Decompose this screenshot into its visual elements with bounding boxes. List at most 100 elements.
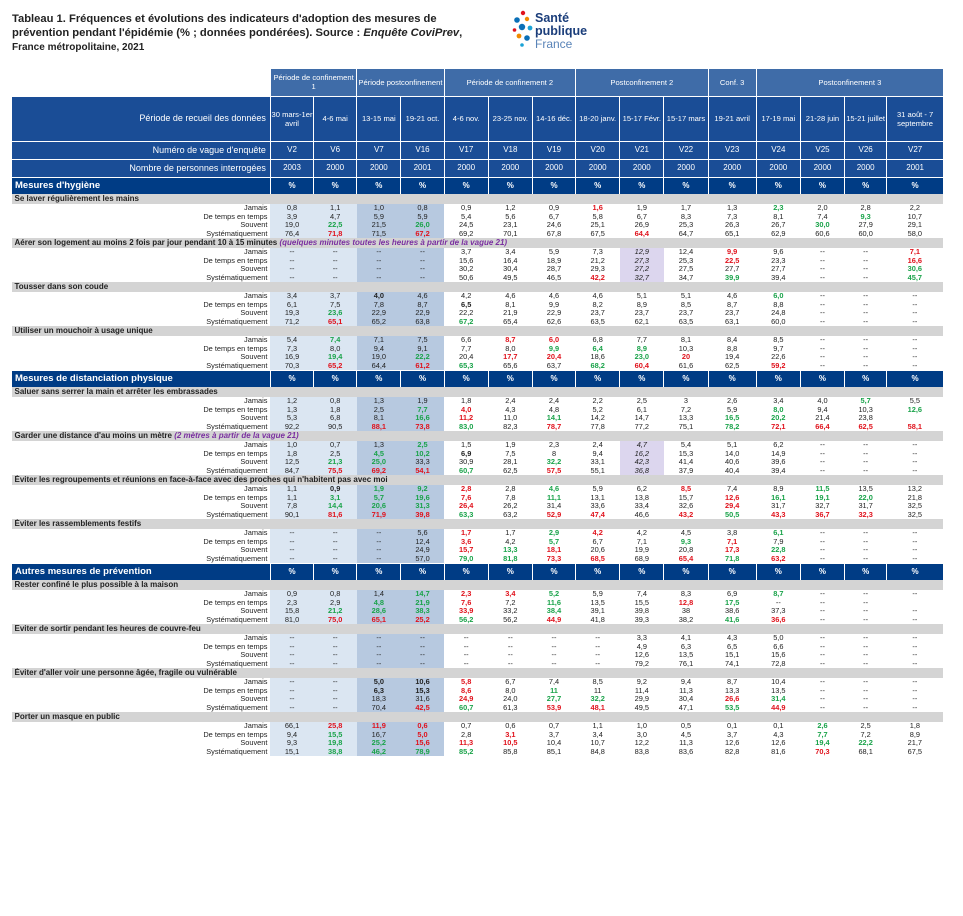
percent-cell: % (663, 369, 709, 387)
value-cell: -- (863, 441, 869, 450)
value-cell: 14,2 (590, 414, 605, 423)
data-row: De temps en temps -- -- -- -- -- -- -- -- 4,9 6,3 6… (12, 642, 944, 651)
value-cell: -- (820, 256, 825, 265)
percent-cell: % (844, 369, 887, 387)
value-cell: 23,7 (678, 309, 694, 318)
value-cell: -- (313, 546, 357, 555)
value-cell: 2,9 (548, 529, 560, 538)
value-cell: 60,7 (458, 466, 474, 475)
value-cell: 27,2 (619, 265, 664, 274)
value-cell: -- (820, 309, 825, 318)
value-cell: 7,6 (461, 598, 472, 607)
value-cell: 2,8 (461, 485, 472, 494)
data-row: Systématiquement 70,3 65,2 64,4 61,2 65,3 65,6… (12, 361, 944, 370)
value-cell: 65,1 (356, 615, 401, 624)
value-cell: 5,9 (592, 590, 603, 599)
value-cell: 8,0 (773, 405, 784, 414)
value-cell: 5,3 (270, 414, 314, 423)
value-cell: -- (912, 300, 918, 309)
value-cell: 9,4 (817, 405, 828, 414)
value-cell: 39,4 (771, 273, 786, 282)
value-cell: 85,2 (458, 747, 474, 756)
percent-cell: % (799, 369, 845, 387)
value-cell: 75,5 (313, 466, 357, 475)
value-cell: 53,9 (546, 703, 562, 712)
value-cell: 1,7 (505, 529, 516, 538)
value-cell: 27,3 (619, 256, 664, 265)
value-cell: 19,4 (815, 739, 830, 748)
value-cell: 7,3 (592, 248, 603, 257)
value-cell: 38,3 (400, 607, 445, 616)
value-cell: -- (820, 336, 825, 345)
value-cell: 19,1 (815, 493, 830, 502)
value-cell: 2,3 (773, 204, 784, 213)
indicator-title: Eviter de sortir pendant les heures de c… (11, 624, 943, 634)
value-cell: 9,9 (727, 248, 738, 257)
count-cell: 2000 (619, 158, 664, 177)
value-cell: 7,1 (727, 537, 738, 546)
value-cell: 32,7 (815, 502, 830, 511)
wave-cell: V24 (755, 140, 801, 159)
value-cell: 37,9 (678, 466, 694, 475)
count-cell: 2000 (443, 158, 489, 177)
value-cell: 5,9 (548, 248, 560, 257)
indicator-header-row: Rester confiné le plus possible à la mai… (11, 580, 943, 590)
value-cell: 4,5 (680, 529, 692, 538)
value-cell: 81,8 (503, 554, 518, 563)
value-cell: 1,0 (636, 722, 647, 731)
value-cell: 4,3 (505, 405, 516, 414)
data-row: Jamais -- -- -- -- 3,7 3,4 5,9 7,3 12,9 12,4 9,9 9,6… (12, 248, 944, 257)
value-cell: 60,4 (634, 361, 650, 370)
value-cell: 22,5 (313, 221, 357, 230)
value-cell: 7,8 (505, 493, 516, 502)
value-cell: -- (595, 659, 601, 668)
value-cell: 23,7 (590, 309, 605, 318)
indicator-label: Éviter les regroupements et réunions en … (14, 475, 388, 484)
value-cell: -- (400, 265, 445, 274)
value-cell: -- (595, 634, 601, 643)
value-cell: 30,9 (458, 458, 474, 467)
data-row: De temps en temps 3,9 4,7 5,9 5,9 5,4 5,6 6,7 5,… (12, 212, 944, 221)
value-cell: 2,4 (592, 441, 603, 450)
value-cell: -- (820, 634, 825, 643)
indicator-title: Saluer sans serrer la main et arrêter le… (11, 387, 943, 397)
data-row: Jamais 1,0 0,7 1,3 2,5 1,5 1,9 2,3 2,4 4,7 5,4 5,1 6… (12, 441, 944, 450)
value-cell: 26,2 (503, 502, 518, 511)
value-cell: -- (863, 615, 869, 624)
value-cell: 4,2 (505, 537, 516, 546)
value-cell: 11,2 (459, 414, 474, 423)
value-cell: 19,6 (400, 493, 445, 502)
value-cell: 77,8 (590, 422, 605, 431)
value-cell: 5,7 (548, 537, 560, 546)
data-row: Souvent -- -- -- 24,9 15,7 13,3 18,1 20,6 19,9 20,… (12, 546, 944, 555)
value-cell: 2,2 (909, 204, 920, 213)
value-cell: -- (313, 695, 357, 704)
value-cell: 69,2 (458, 229, 474, 238)
wave-cell: V18 (487, 140, 533, 159)
value-cell: -- (820, 598, 825, 607)
value-cell: 61,2 (400, 361, 445, 370)
value-cell: 2,4 (505, 397, 516, 406)
value-cell: 7,7 (636, 336, 647, 345)
indicator-note: (quelques minutes toutes les heures à pa… (277, 238, 508, 247)
value-cell: 13,5 (678, 651, 694, 660)
percent-cell: % (400, 369, 445, 387)
value-cell: 1,1 (270, 485, 314, 494)
value-cell: 12,9 (619, 248, 664, 257)
data-row: Souvent 19,3 23,6 22,9 22,9 22,2 21,9 22,9 23,7 2… (12, 309, 944, 318)
value-cell: -- (820, 546, 825, 555)
value-cell: 25,0 (356, 458, 401, 467)
value-cell: 18,6 (590, 353, 605, 362)
value-cell: 4,0 (817, 397, 828, 406)
count-cell: 2003 (269, 158, 314, 177)
value-cell: 7,4 (548, 678, 560, 687)
value-cell: 2,2 (592, 397, 603, 406)
value-cell: 61,6 (678, 361, 694, 370)
value-cell: -- (820, 537, 825, 546)
title-tail: , (459, 27, 463, 39)
percent-cell: % (356, 369, 401, 387)
value-cell: 5,9 (356, 212, 401, 221)
value-cell: -- (912, 634, 918, 643)
group-header: Conf. 3 (707, 69, 757, 96)
value-cell: -- (912, 686, 918, 695)
